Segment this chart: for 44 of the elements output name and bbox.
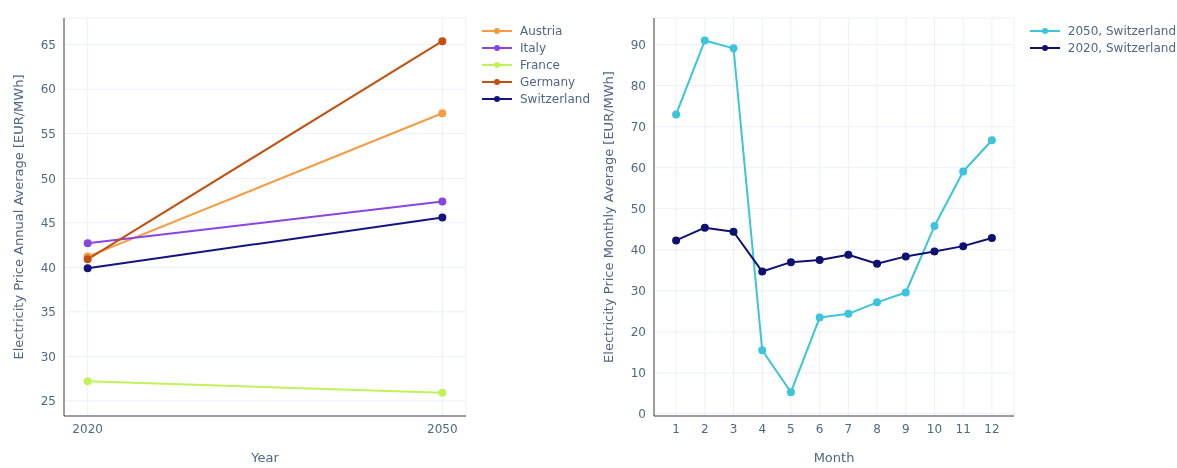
legend-label: Italy: [520, 40, 547, 55]
legend-label: 2020, Switzerland: [1067, 40, 1176, 55]
y-tick-label: 55: [40, 127, 56, 142]
x-tick-label: 12: [984, 421, 1000, 436]
x-tick-label: 3: [729, 421, 738, 436]
y-tick-label: 80: [630, 78, 646, 93]
y-tick-label: 20: [630, 325, 646, 340]
y-tick-label: 65: [40, 37, 56, 52]
x-tick-label: 6: [815, 421, 824, 436]
y-axis-title: Electricity Price Annual Average [EUR/MWh]: [10, 74, 26, 360]
x-tick-label: 8: [873, 421, 881, 436]
legend-label: Switzerland: [520, 91, 590, 106]
y-tick-label: 50: [630, 202, 646, 217]
y-tick-label: 70: [630, 119, 646, 134]
legend-label: 2050, Switzerland: [1067, 23, 1176, 38]
y-tick-label: 40: [630, 243, 646, 258]
x-tick-label: 7: [844, 421, 853, 436]
y-tick-label: 0: [638, 407, 646, 422]
y-tick-label: 40: [40, 260, 56, 275]
legend-label: France: [520, 57, 560, 72]
y-tick-label: 45: [40, 216, 56, 231]
y-tick-label: 60: [630, 161, 646, 176]
legend-label: Austria: [520, 23, 563, 38]
y-tick-label: 50: [40, 171, 56, 186]
x-tick-label: 1: [672, 421, 680, 436]
y-tick-label: 25: [40, 394, 56, 409]
y-tick-label: 30: [630, 284, 646, 299]
x-tick-label: 11: [955, 421, 971, 436]
x-tick-label: 2050: [427, 421, 458, 436]
x-tick-label: 10: [926, 421, 943, 436]
x-tick-label: 4: [758, 421, 767, 436]
x-tick-label: 9: [901, 421, 910, 436]
x-tick-label: 2: [700, 421, 709, 436]
x-axis-title: Year: [250, 450, 280, 465]
y-axis-title: Electricity Price Monthly Average [EUR/MWh]: [600, 71, 616, 363]
y-tick-label: 90: [630, 37, 646, 52]
x-tick-label: 2020: [72, 421, 103, 436]
x-axis-title: Month: [813, 450, 855, 465]
y-tick-label: 60: [40, 82, 56, 97]
y-tick-label: 10: [630, 366, 646, 381]
y-tick-label: 35: [40, 305, 56, 320]
x-tick-label: 5: [787, 421, 795, 436]
legend-label: Germany: [520, 74, 576, 89]
y-tick-label: 30: [40, 349, 56, 364]
